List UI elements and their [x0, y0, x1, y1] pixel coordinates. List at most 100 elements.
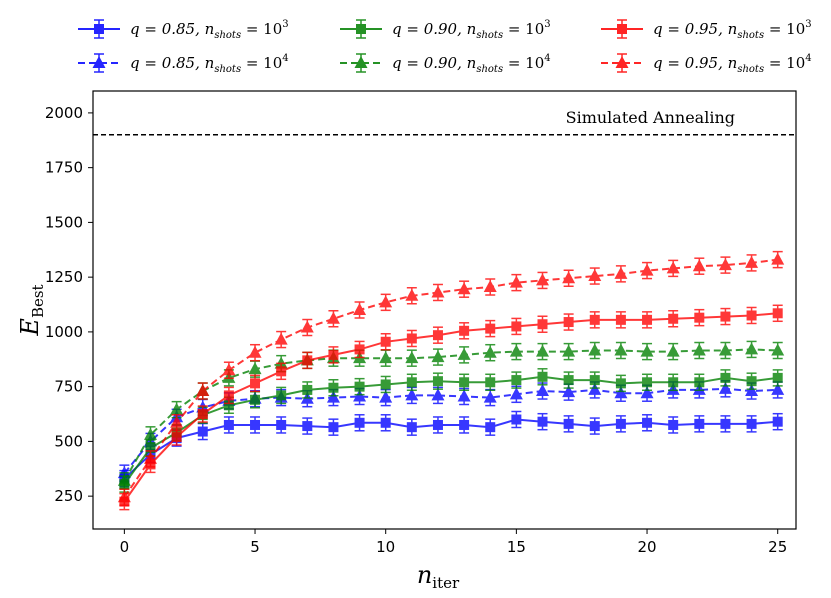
- data-point: [615, 314, 626, 325]
- legend-label: q = 0.95, nshots = 104: [653, 53, 812, 75]
- data-point: [379, 351, 393, 364]
- legend-n-sub: shots: [737, 64, 764, 75]
- legend-n-sub: shots: [214, 64, 241, 75]
- data-point: [563, 317, 574, 328]
- legend-n-sub: shots: [476, 30, 503, 41]
- data-point: [326, 390, 340, 403]
- data-point: [720, 372, 731, 383]
- y-axis-title-main: E: [16, 318, 44, 337]
- data-point: [197, 426, 208, 437]
- data-point: [745, 342, 759, 355]
- data-point: [668, 313, 679, 324]
- plot-area: [93, 134, 796, 511]
- data-point: [615, 378, 626, 389]
- legend-q: q = 0.90,: [392, 20, 467, 38]
- data-point: [588, 343, 602, 356]
- data-point: [406, 377, 417, 388]
- data-point: [117, 473, 131, 486]
- data-point: [485, 422, 496, 433]
- x-tick-label: 20: [637, 538, 656, 556]
- data-point: [720, 418, 731, 429]
- y-tick-label: 250: [54, 487, 83, 505]
- data-point: [170, 402, 184, 415]
- data-point: [771, 382, 785, 395]
- legend-q: q = 0.85,: [130, 20, 205, 38]
- legend-exp: 4: [544, 53, 550, 64]
- data-point: [614, 266, 628, 279]
- series-line: [123, 387, 778, 474]
- y-axis-title: EBest: [16, 284, 47, 336]
- series-5: [117, 250, 785, 506]
- legend-eq: = 10: [764, 54, 805, 72]
- data-point: [483, 390, 497, 403]
- legend-n: n: [728, 54, 738, 72]
- data-point: [328, 422, 339, 433]
- data-point: [563, 375, 574, 386]
- data-point: [563, 418, 574, 429]
- data-point: [328, 382, 339, 393]
- data-point: [250, 394, 261, 405]
- x-tick-label: 10: [376, 538, 395, 556]
- data-point: [302, 355, 313, 366]
- legend-eq: = 10: [764, 20, 805, 38]
- data-point: [432, 376, 443, 387]
- data-point: [668, 377, 679, 388]
- legend-exp: 3: [544, 19, 550, 30]
- x-tick-label: 25: [768, 538, 787, 556]
- legend-eq: = 10: [241, 20, 282, 38]
- data-point: [694, 377, 705, 388]
- data-point: [771, 252, 785, 265]
- data-point: [380, 379, 391, 390]
- data-point: [459, 325, 470, 336]
- data-point: [431, 388, 445, 401]
- legend-item-1: [78, 53, 120, 73]
- data-point: [745, 384, 759, 397]
- legend-eq: = 10: [503, 20, 544, 38]
- data-point: [509, 275, 523, 288]
- legend-exp: 3: [282, 19, 288, 30]
- x-tick-label: 0: [120, 538, 130, 556]
- y-tick-label: 500: [54, 432, 83, 450]
- legend-item-3: [340, 53, 382, 73]
- data-point: [692, 259, 706, 272]
- data-point: [745, 255, 759, 268]
- data-point: [302, 421, 313, 432]
- data-point: [405, 288, 419, 301]
- data-point: [562, 385, 576, 398]
- legend-n: n: [467, 54, 477, 72]
- legend-n-sub: shots: [476, 64, 503, 75]
- legend-eq: = 10: [503, 54, 544, 72]
- legend-n: n: [205, 54, 215, 72]
- y-tick-label: 2000: [45, 104, 83, 122]
- data-point: [511, 321, 522, 332]
- series-line: [123, 375, 778, 485]
- data-point: [431, 285, 445, 298]
- y-tick-label: 1500: [45, 213, 83, 231]
- legend-item-2: [340, 19, 382, 39]
- data-point: [457, 389, 471, 402]
- legend-exp: 4: [805, 53, 811, 64]
- data-point: [431, 350, 445, 363]
- x-tick-label: 5: [250, 538, 260, 556]
- data-point: [276, 366, 287, 377]
- y-axis: 250 500 750 1000 1250 1500 1750 2000: [45, 104, 93, 505]
- data-point: [692, 343, 706, 356]
- data-point: [772, 308, 783, 319]
- data-point: [196, 384, 210, 397]
- legend-q: q = 0.95,: [653, 54, 728, 72]
- data-point: [276, 419, 287, 430]
- data-point: [354, 344, 365, 355]
- data-point: [718, 343, 732, 356]
- x-axis-title-sub: iter: [432, 574, 460, 592]
- legend-item-5: [601, 53, 643, 73]
- legend-marker: [92, 56, 106, 68]
- data-point: [354, 417, 365, 428]
- legend-marker: [617, 24, 627, 34]
- data-point: [718, 381, 732, 394]
- x-axis: 0 5 10 15 20 25: [120, 529, 787, 556]
- data-point: [432, 330, 443, 341]
- data-point: [406, 333, 417, 344]
- legend-n: n: [728, 20, 738, 38]
- legend-item-4: [601, 19, 643, 39]
